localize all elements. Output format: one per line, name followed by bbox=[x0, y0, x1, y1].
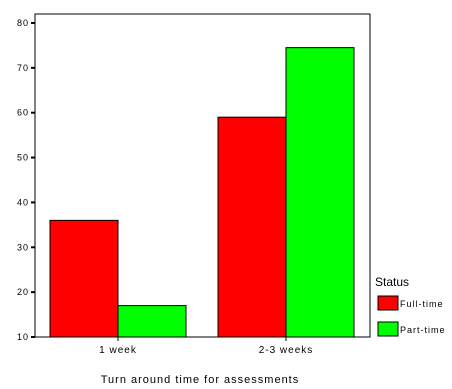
legend-swatch bbox=[377, 295, 399, 311]
y-tick-label: 70 bbox=[17, 63, 29, 73]
bar-full-time-1 bbox=[49, 219, 119, 338]
x-axis: 1 week 2-3 weeks bbox=[99, 337, 314, 356]
y-axis: 10 20 30 40 50 60 70 80 bbox=[17, 18, 35, 342]
legend-title: Status bbox=[375, 275, 409, 289]
y-tick-label: 20 bbox=[17, 287, 29, 297]
legend-swatch bbox=[377, 321, 399, 337]
bars-group bbox=[49, 47, 355, 338]
x-axis-label: Turn around time for assessments bbox=[101, 374, 300, 386]
legend-label: Full-time bbox=[400, 299, 444, 309]
y-tick-label: 30 bbox=[17, 242, 29, 252]
x-category-label: 1 week bbox=[99, 345, 137, 356]
bar-part-time-2 bbox=[285, 47, 355, 338]
legend: Status Full-time Part-time bbox=[375, 275, 446, 337]
y-tick-label: 40 bbox=[17, 197, 29, 207]
bar-part-time-1 bbox=[117, 305, 187, 338]
legend-label: Part-time bbox=[400, 325, 446, 335]
y-tick-label: 80 bbox=[17, 18, 29, 28]
y-tick-label: 60 bbox=[17, 108, 29, 118]
x-category-label: 2-3 weeks bbox=[259, 345, 314, 356]
bar-full-time-2 bbox=[217, 116, 287, 338]
y-tick-label: 10 bbox=[17, 332, 29, 342]
y-tick-label: 50 bbox=[17, 153, 29, 163]
